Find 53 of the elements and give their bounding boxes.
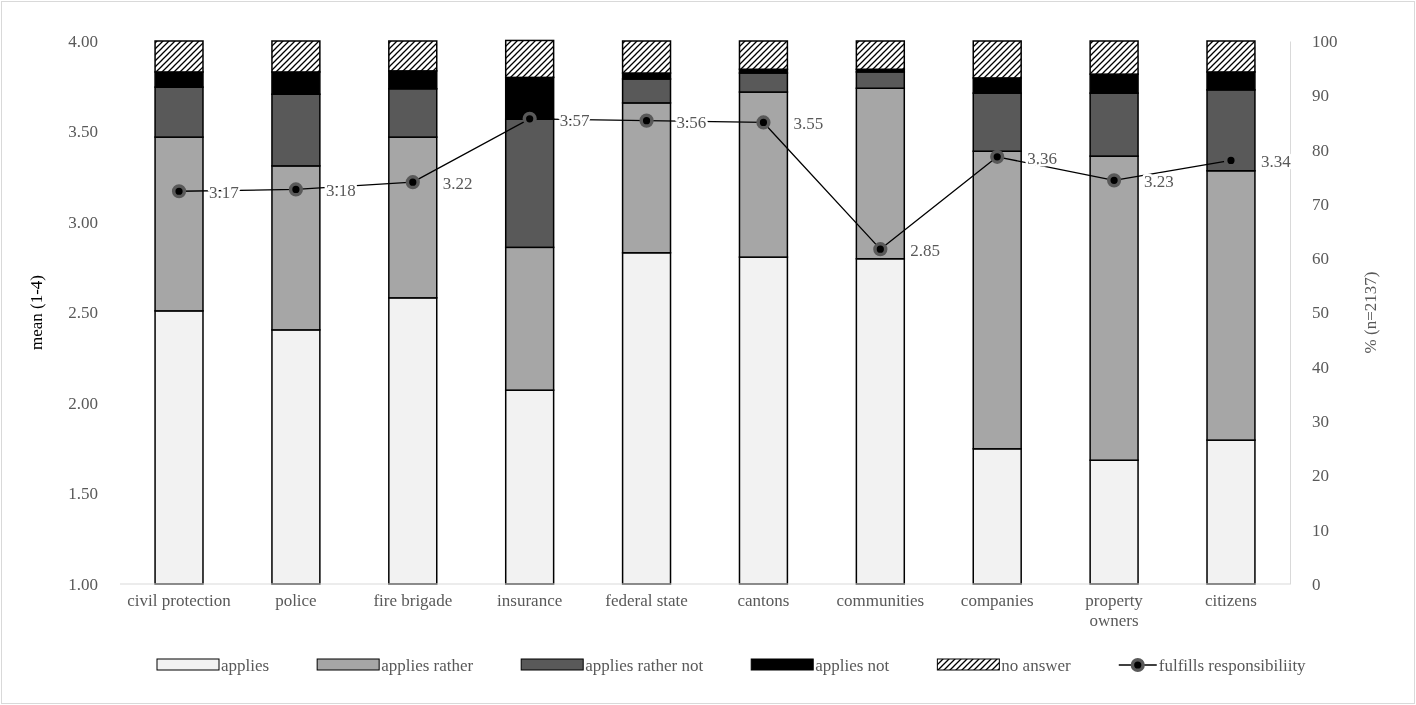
point xyxy=(756,115,771,130)
y2-tick-label: 60 xyxy=(1312,249,1329,269)
y-tick-label: 3.50 xyxy=(68,122,98,142)
legend-label: applies not xyxy=(815,656,890,675)
data-label: 3.36 xyxy=(1027,148,1057,168)
x-tick-label: civil protection xyxy=(127,591,232,610)
point xyxy=(990,149,1005,164)
data-label: 3.23 xyxy=(1144,172,1174,192)
y2-axis-title: % (n=2137) xyxy=(1361,271,1380,354)
bar xyxy=(855,40,906,70)
y-tick-label: 3.00 xyxy=(68,212,98,232)
data-label: 3.55 xyxy=(793,114,824,134)
y-tick-label: 2.00 xyxy=(68,393,98,413)
y2-tick-label: 10 xyxy=(1312,520,1329,540)
x-tick-label: cantons xyxy=(737,591,790,610)
y-tick-label: 1.00 xyxy=(68,574,98,594)
legend-label: applies rather not xyxy=(585,656,704,675)
point xyxy=(639,113,654,128)
point xyxy=(1106,173,1122,188)
x-tick-label: insurance xyxy=(497,591,563,610)
legend-label: no answer xyxy=(1001,656,1072,675)
data-label: 3.22 xyxy=(442,174,473,194)
data-label: 3.18 xyxy=(325,181,356,201)
y2-tick-label: 90 xyxy=(1312,86,1329,106)
legend-label: applies xyxy=(221,656,270,675)
data-label: 2.85 xyxy=(910,241,941,261)
x-tick-label: property owners xyxy=(1085,591,1144,630)
y2-tick-label: 50 xyxy=(1312,303,1329,323)
y-tick-label: 4.00 xyxy=(68,31,98,51)
x-tick-label: companies xyxy=(960,591,1034,610)
y2-tick-label: 100 xyxy=(1312,31,1338,51)
y2-tick-label: 30 xyxy=(1312,412,1329,432)
y-axis-title: mean (1-4) xyxy=(27,274,46,351)
x-tick-label: police xyxy=(275,591,317,610)
point xyxy=(405,175,420,190)
x-tick-label: fire brigade xyxy=(373,591,453,610)
x-tick-label: communities xyxy=(836,591,925,610)
y2-tick-label: 40 xyxy=(1312,357,1329,377)
point xyxy=(288,182,304,197)
legend-label: fulfills responsibiliity xyxy=(1158,656,1307,675)
point xyxy=(873,242,888,257)
data-label: 3.34 xyxy=(1260,152,1292,172)
y-tick-label: 2.50 xyxy=(68,303,98,323)
y2-tick-label: 0 xyxy=(1312,574,1321,594)
point xyxy=(171,184,187,199)
y-tick-label: 1.50 xyxy=(68,484,98,504)
bar xyxy=(738,40,789,70)
y2-tick-label: 80 xyxy=(1312,140,1329,160)
x-tick-label: citizens xyxy=(1205,591,1257,610)
y2-tick-label: 70 xyxy=(1312,194,1329,214)
x-tick-label: federal state xyxy=(605,591,688,610)
y2-tick-label: 20 xyxy=(1312,466,1329,486)
legend-label: applies rather xyxy=(381,656,474,675)
